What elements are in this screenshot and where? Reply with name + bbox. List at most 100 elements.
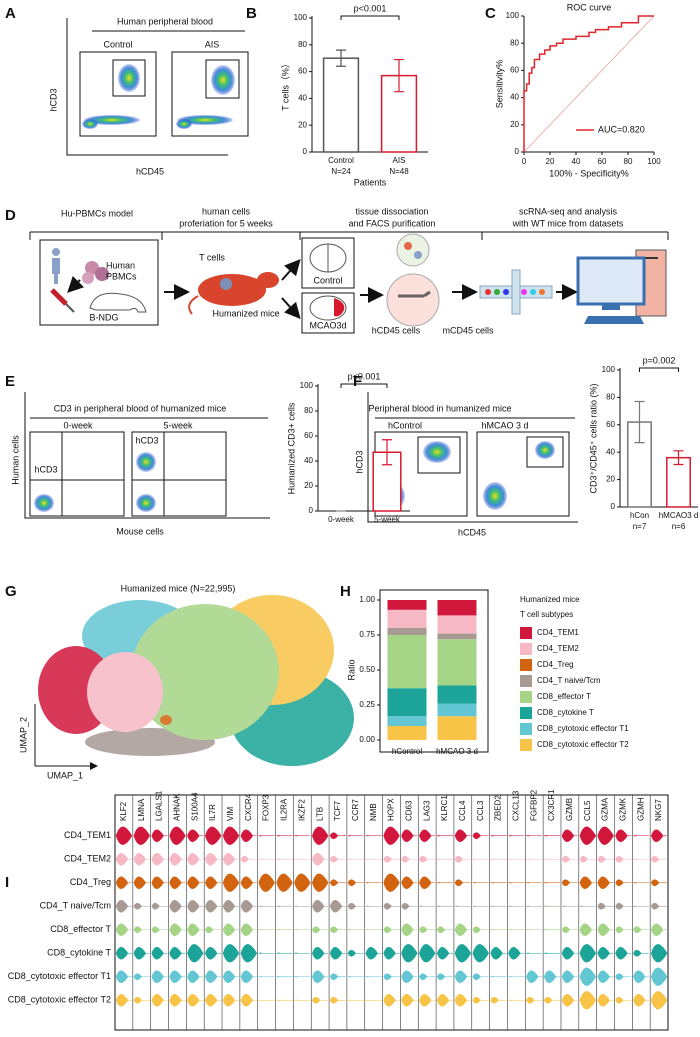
violin	[507, 929, 513, 931]
legend-label: CD8_cytokine T	[537, 708, 594, 717]
gene-label: CCL3	[476, 800, 485, 821]
violin	[365, 929, 370, 931]
label: PBMCs	[106, 271, 137, 281]
x-tick-label: Control	[328, 156, 354, 165]
violin	[615, 973, 624, 981]
legend-label: CD4_TEM2	[537, 644, 579, 653]
x-tick-label: 80	[624, 157, 633, 166]
gate-label: hCD3	[135, 435, 158, 445]
gene-label: LAG3	[422, 800, 431, 821]
violin	[490, 858, 495, 860]
violin	[650, 879, 660, 887]
panel-a: Human peripheral blood Control AIS hCD3 …	[48, 16, 249, 176]
violin	[293, 835, 299, 837]
violin	[597, 993, 610, 1007]
syringe-icon	[65, 303, 75, 313]
arrow	[281, 297, 301, 319]
y-tick-label: 20	[510, 120, 519, 129]
violin	[222, 993, 236, 1007]
axis-label: UMAP_1	[47, 770, 83, 780]
sorter-icon	[398, 290, 431, 298]
violin	[187, 899, 200, 913]
violin	[115, 946, 129, 960]
lesion-icon	[334, 298, 345, 317]
violin	[401, 876, 414, 890]
violin	[240, 993, 254, 1007]
violin	[258, 835, 263, 837]
violin	[312, 996, 321, 1004]
y-tick-label: 80	[298, 40, 307, 49]
violin	[490, 976, 495, 978]
gene-label: KLRC1	[440, 795, 449, 821]
violin	[507, 976, 513, 978]
bar-segment	[387, 628, 427, 635]
violin	[222, 852, 236, 866]
violin	[204, 876, 218, 890]
violin	[525, 952, 531, 954]
plot-frame	[29, 431, 125, 517]
error-bar	[382, 439, 392, 466]
panel-title: Humanized mice (N=22,995)	[121, 583, 236, 593]
violin	[312, 946, 325, 960]
violin	[276, 835, 281, 837]
violin	[222, 923, 236, 937]
legend-label: AUC=0.820	[598, 124, 645, 134]
panel-letter: G	[5, 583, 17, 600]
violin	[133, 902, 143, 910]
bar-segment	[387, 688, 427, 717]
violin	[650, 923, 664, 937]
violin	[293, 905, 299, 907]
violin	[543, 905, 549, 907]
annotation: p=0.002	[643, 355, 676, 365]
violin	[115, 876, 129, 890]
violin	[436, 993, 450, 1007]
y-tick-label: 20	[298, 120, 307, 129]
step-title: tissue dissociation	[355, 206, 428, 216]
violin	[633, 926, 642, 934]
violin	[133, 973, 143, 981]
bar-segment	[437, 639, 477, 686]
violin	[383, 855, 392, 863]
violin	[240, 829, 254, 843]
gene-label: CX3CR1	[547, 789, 556, 821]
violin	[169, 826, 186, 845]
violin	[365, 882, 370, 884]
violin	[151, 902, 160, 910]
violin	[347, 858, 352, 860]
violin	[187, 876, 200, 890]
legend-swatch	[520, 643, 532, 655]
label: MCAO3d	[309, 320, 346, 330]
violin	[401, 902, 410, 910]
violin	[615, 946, 628, 960]
y-tick-label: 0	[303, 147, 308, 156]
violin	[258, 929, 263, 931]
legend-label: CD4_TEM1	[537, 628, 579, 637]
person-icon	[52, 258, 60, 284]
legend-swatch	[520, 659, 532, 671]
violin	[401, 944, 418, 963]
violin	[543, 996, 553, 1004]
axis-label: hCD45	[458, 527, 486, 537]
gene-label: LMNA	[137, 798, 146, 821]
bar-segment	[437, 600, 477, 616]
label: mCD45 cells	[442, 325, 494, 335]
y-tick-label: 40	[510, 93, 519, 102]
group-label: Control	[103, 39, 132, 49]
syringe-icon	[50, 288, 68, 306]
violin	[579, 923, 593, 937]
violin	[276, 999, 281, 1001]
y-tick-label: 0.50	[359, 665, 375, 674]
violin	[490, 929, 495, 931]
gate	[112, 59, 146, 97]
violin	[115, 899, 129, 913]
violin	[490, 882, 495, 884]
axis	[66, 18, 228, 156]
bar	[322, 57, 360, 153]
violin	[115, 826, 133, 845]
chart-title: ROC curve	[567, 2, 612, 12]
violin	[204, 970, 218, 984]
y-tick-label: 80	[606, 393, 615, 402]
violin	[543, 929, 549, 931]
